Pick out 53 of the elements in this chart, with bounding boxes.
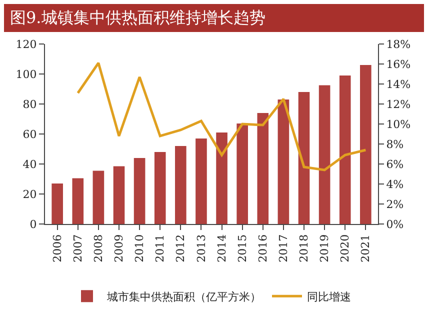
bar — [339, 76, 351, 224]
y2-tick-label: 10% — [386, 118, 411, 131]
bar — [175, 146, 186, 224]
y-tick-label: 80 — [22, 98, 37, 111]
y2-tick-label: 18% — [386, 38, 411, 51]
bar — [318, 85, 330, 224]
x-tick-label: 2007 — [71, 234, 84, 262]
y2-tick-label: 4% — [386, 178, 404, 191]
x-tick-label: 2021 — [359, 234, 372, 262]
y-tick-label: 0 — [30, 218, 37, 231]
x-tick-label: 2009 — [112, 234, 126, 262]
x-tick-label: 2012 — [174, 234, 188, 262]
y2-tick-label: 12% — [386, 98, 411, 111]
legend-label: 城市集中供热面积（亿平方米） — [106, 290, 261, 304]
bar — [278, 100, 290, 224]
y-tick-label: 20 — [22, 188, 37, 201]
bar — [113, 166, 125, 224]
x-tick-label: 2018 — [298, 234, 311, 262]
y-tick-label: 120 — [16, 38, 37, 51]
chart-title: 图9.城镇集中供热面积维持增长趋势 — [4, 4, 424, 32]
bar — [154, 152, 166, 224]
legend-label: 同比增速 — [307, 290, 351, 304]
x-tick-label: 2019 — [318, 234, 332, 262]
bar — [298, 92, 310, 224]
bar — [52, 184, 63, 224]
x-tick-label: 2006 — [50, 234, 64, 262]
x-tick-label: 2014 — [215, 234, 228, 262]
x-tick-label: 2020 — [338, 234, 352, 262]
y2-tick-label: 14% — [386, 78, 411, 91]
x-tick-label: 2008 — [92, 234, 106, 262]
y-tick-label: 40 — [22, 158, 37, 171]
x-tick-label: 2011 — [154, 234, 167, 262]
x-tick-label: 2016 — [256, 234, 270, 262]
y2-tick-label: 16% — [386, 58, 411, 71]
y2-tick-label: 0% — [386, 218, 404, 231]
bar — [134, 158, 146, 224]
x-tick-label: 2017 — [277, 234, 290, 262]
bar — [216, 132, 228, 224]
x-tick-label: 2015 — [236, 234, 249, 262]
y2-tick-label: 8% — [386, 138, 404, 151]
y2-tick-label: 2% — [386, 198, 404, 211]
x-tick-label: 2010 — [133, 234, 146, 262]
bar — [92, 170, 104, 224]
y-tick-label: 60 — [22, 128, 37, 141]
bar — [196, 138, 207, 224]
y-tick-label: 100 — [16, 68, 37, 81]
bar — [360, 65, 372, 224]
x-tick-label: 2013 — [194, 234, 208, 262]
bar — [236, 124, 248, 224]
bar — [257, 113, 269, 224]
y2-tick-label: 6% — [386, 158, 404, 171]
line-series — [76, 62, 367, 172]
bar — [72, 178, 84, 224]
